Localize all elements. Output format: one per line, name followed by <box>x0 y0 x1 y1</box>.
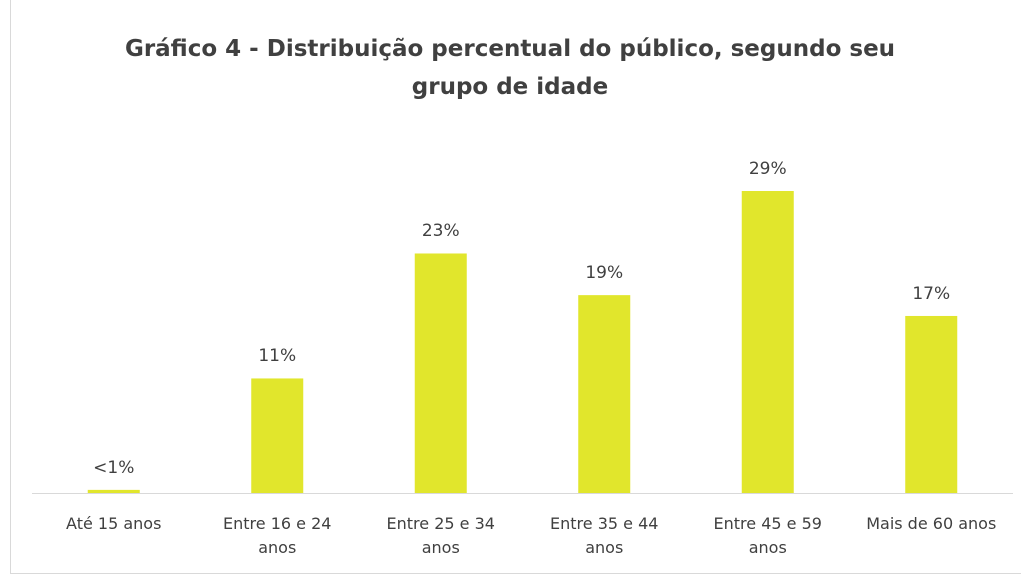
chart-title: Gráfico 4 - Distribuição percentual do p… <box>124 36 896 100</box>
data-label: <1% <box>93 457 135 478</box>
bar <box>578 295 631 493</box>
data-label: 19% <box>585 263 624 284</box>
x-tick-label: Entre 25 e 34 anos <box>386 514 495 557</box>
bar <box>905 315 958 493</box>
x-tick-label: Entre 35 e 44 anos <box>550 514 659 557</box>
bar <box>251 378 304 493</box>
bar <box>741 191 794 493</box>
x-tick-label: Entre 16 e 24 anos <box>223 514 332 557</box>
data-label: 23% <box>421 221 460 242</box>
x-tick-label: Mais de 60 anos <box>866 514 997 533</box>
bar <box>87 489 140 493</box>
data-label: 11% <box>258 346 297 367</box>
chart-frame <box>10 0 1021 574</box>
x-tick-label: Até 15 anos <box>66 514 162 533</box>
x-tick-label: Entre 45 e 59 anos <box>713 514 822 557</box>
data-label: 17% <box>912 283 951 304</box>
bar <box>414 253 467 493</box>
data-label: 29% <box>748 159 787 179</box>
